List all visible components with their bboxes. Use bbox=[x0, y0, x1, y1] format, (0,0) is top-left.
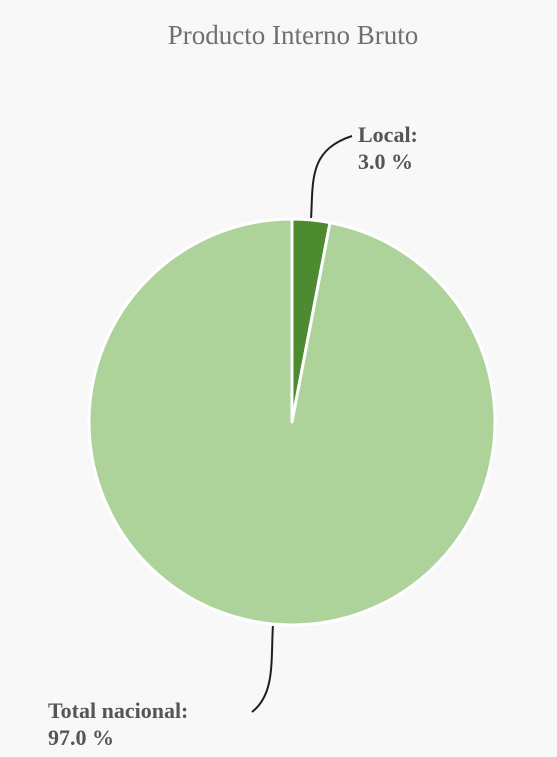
slice-label-name: Total nacional: bbox=[48, 698, 188, 723]
pie-labels: Local: 3.0 % Total nacional: 97.0 % bbox=[48, 122, 418, 750]
leader-line-total-nacional bbox=[251, 626, 274, 713]
slice-label-value: 97.0 % bbox=[48, 725, 114, 750]
slice-label-total-nacional: Total nacional: 97.0 % bbox=[48, 698, 188, 750]
slice-label-local: Local: 3.0 % bbox=[358, 122, 418, 174]
chart-title: Producto Interno Bruto bbox=[168, 20, 418, 50]
slice-label-value: 3.0 % bbox=[358, 149, 413, 174]
slice-label-name: Local: bbox=[358, 122, 418, 147]
pie-slices bbox=[87, 217, 497, 627]
leader-line-local bbox=[310, 135, 353, 218]
pie-slice-total-nacional bbox=[87, 217, 497, 627]
